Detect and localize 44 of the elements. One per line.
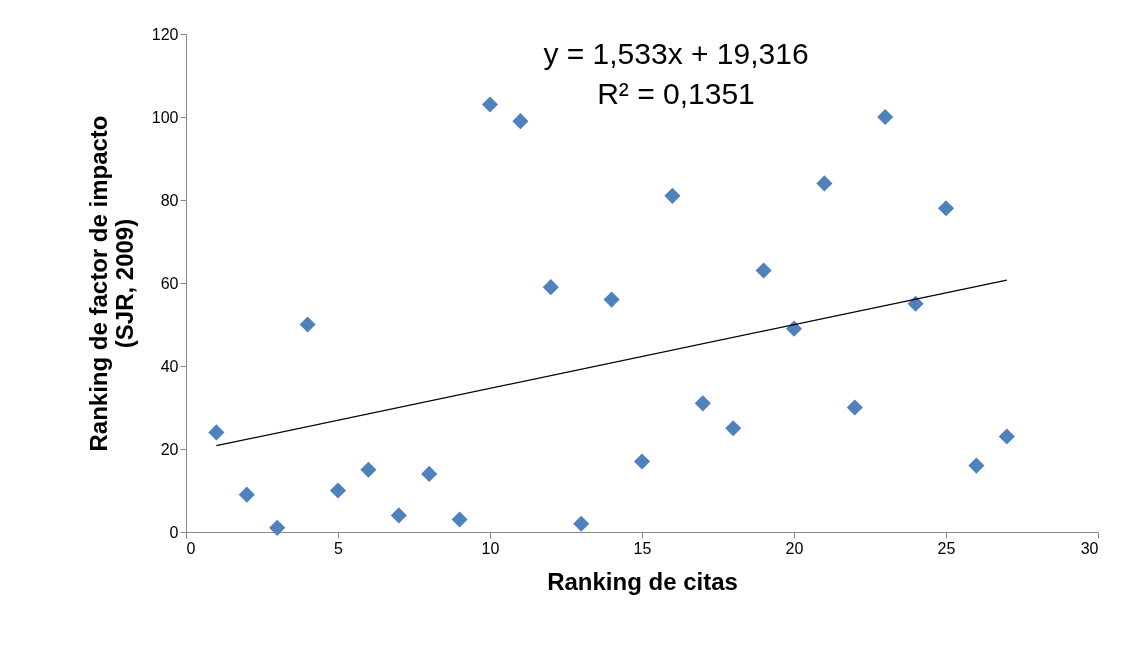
point xyxy=(299,316,316,333)
y-tick-label: 0 xyxy=(169,523,179,541)
x-tick-label: 10 xyxy=(481,539,500,557)
y-axis-title: Ranking de factor de impacto (SJR, 2009) xyxy=(84,115,138,452)
point xyxy=(937,200,955,217)
x-tick-label: 0 xyxy=(186,539,196,557)
x-tick-label: 15 xyxy=(633,539,652,557)
point xyxy=(421,465,438,482)
point xyxy=(968,457,985,474)
point xyxy=(846,399,863,416)
point xyxy=(755,262,772,279)
point xyxy=(725,420,742,437)
point xyxy=(512,113,529,130)
point xyxy=(603,291,620,308)
x-tick-label: 30 xyxy=(1080,539,1099,557)
point xyxy=(360,461,377,478)
y-tick-label: 100 xyxy=(151,108,179,126)
y-tick-label: 20 xyxy=(160,440,179,458)
annotation: R² = 0,1351 xyxy=(597,77,755,110)
point xyxy=(664,187,681,204)
point xyxy=(877,108,894,126)
point xyxy=(481,96,499,113)
point xyxy=(269,519,286,536)
y-tick-label: 60 xyxy=(160,274,179,292)
y-tick-label: 80 xyxy=(160,191,179,209)
point xyxy=(785,320,803,337)
point xyxy=(542,279,559,296)
point xyxy=(451,511,468,528)
y-tick-label: 40 xyxy=(160,357,179,375)
y-tick-label: 120 xyxy=(151,25,179,43)
annotation: y = 1,533x + 19,316 xyxy=(543,37,809,70)
x-tick-label: 5 xyxy=(334,539,344,557)
point xyxy=(573,515,590,532)
point xyxy=(329,482,347,499)
x-tick-label: 20 xyxy=(785,539,804,557)
point xyxy=(238,486,255,503)
point xyxy=(694,395,711,412)
point xyxy=(390,507,407,524)
x-axis-title: Ranking de citas xyxy=(547,567,738,595)
point xyxy=(208,424,225,441)
x-tick-label: 25 xyxy=(937,539,956,557)
point xyxy=(816,175,833,192)
point xyxy=(998,428,1015,445)
point xyxy=(633,453,651,470)
